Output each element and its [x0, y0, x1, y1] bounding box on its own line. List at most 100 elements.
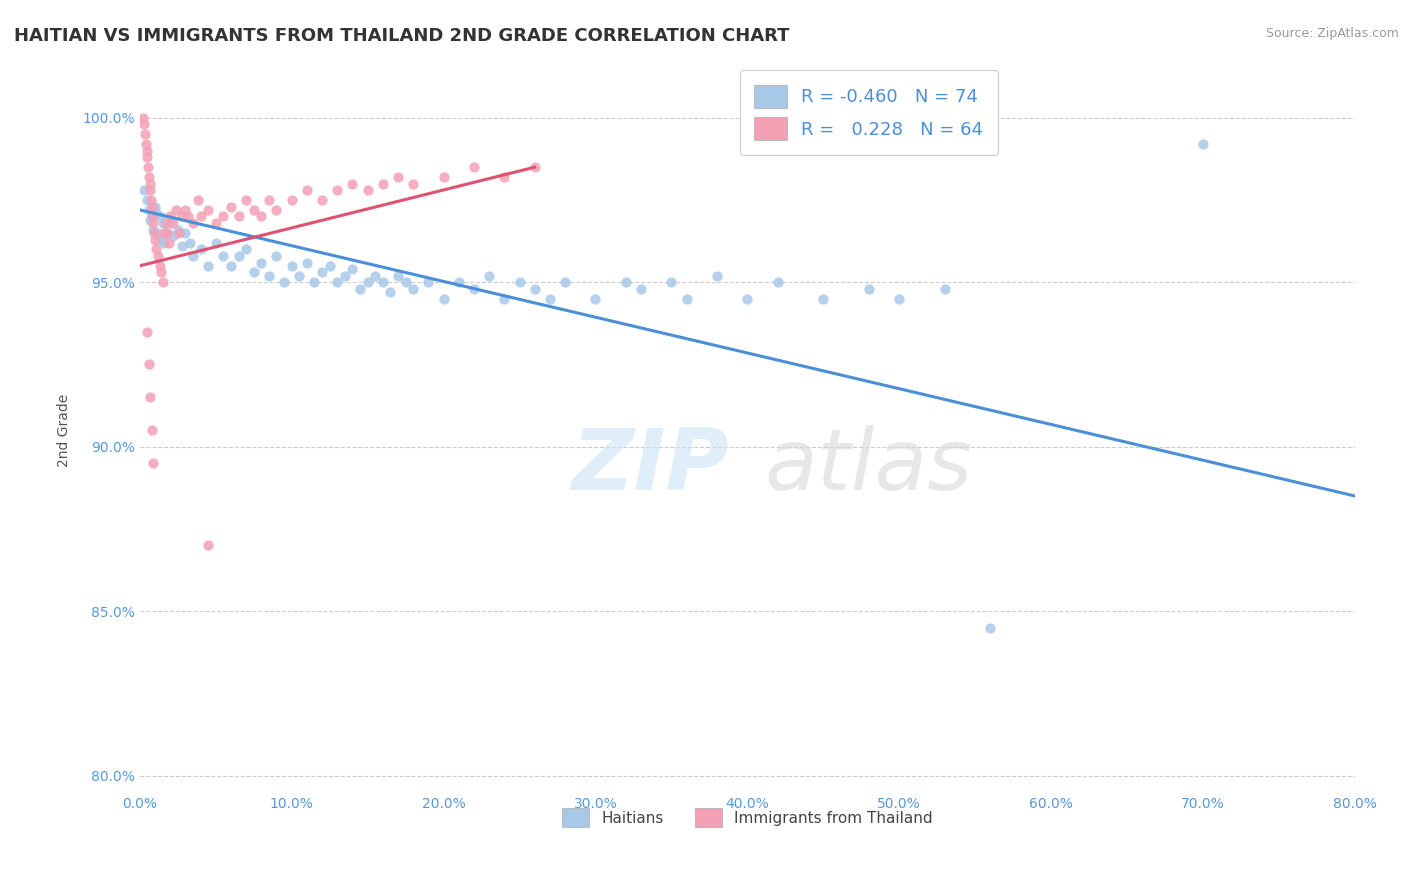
Point: [813, 292, 835, 306]
Point: [181, 249, 204, 263]
Point: [139, 212, 162, 227]
Point: [228, 210, 250, 224]
Point: [165, 202, 187, 217]
Point: [318, 259, 340, 273]
Point: [356, 183, 378, 197]
Point: [766, 275, 789, 289]
Point: [219, 200, 242, 214]
Point: [342, 177, 364, 191]
Legend: Haitians, Immigrants from Thailand: Haitians, Immigrants from Thailand: [554, 800, 941, 835]
Point: [349, 282, 371, 296]
Point: [145, 243, 167, 257]
Point: [155, 216, 177, 230]
Point: [447, 275, 470, 289]
Point: [159, 216, 181, 230]
Point: [156, 226, 179, 240]
Point: [402, 282, 425, 296]
Point: [134, 128, 156, 142]
Point: [153, 235, 176, 250]
Point: [380, 285, 402, 299]
Point: [356, 275, 378, 289]
Point: [145, 206, 167, 220]
Point: [134, 117, 156, 131]
Point: [242, 265, 264, 279]
Point: [143, 200, 166, 214]
Point: [179, 235, 201, 250]
Point: [242, 202, 264, 217]
Point: [141, 210, 163, 224]
Point: [979, 621, 1001, 635]
Point: [148, 259, 170, 273]
Point: [138, 169, 160, 184]
Point: [162, 229, 184, 244]
Point: [212, 210, 235, 224]
Point: [266, 202, 288, 217]
Point: [143, 226, 166, 240]
Point: [172, 239, 194, 253]
Point: [257, 193, 280, 207]
Point: [614, 275, 637, 289]
Point: [235, 243, 257, 257]
Point: [142, 456, 165, 470]
Point: [181, 216, 204, 230]
Point: [136, 325, 159, 339]
Point: [280, 193, 302, 207]
Point: [706, 268, 728, 283]
Text: Source: ZipAtlas.com: Source: ZipAtlas.com: [1265, 27, 1399, 40]
Text: ZIP: ZIP: [571, 425, 728, 508]
Point: [162, 216, 184, 230]
Point: [432, 292, 454, 306]
Point: [174, 202, 197, 217]
Point: [494, 292, 516, 306]
Point: [136, 150, 159, 164]
Point: [139, 183, 162, 197]
Point: [280, 259, 302, 273]
Point: [190, 243, 212, 257]
Point: [139, 390, 162, 404]
Point: [371, 177, 394, 191]
Point: [134, 183, 156, 197]
Point: [136, 160, 159, 174]
Point: [585, 292, 607, 306]
Point: [141, 193, 163, 207]
Point: [554, 275, 576, 289]
Point: [371, 275, 394, 289]
Point: [135, 137, 157, 152]
Point: [150, 233, 173, 247]
Point: [250, 210, 273, 224]
Y-axis label: 2nd Grade: 2nd Grade: [58, 393, 72, 467]
Point: [342, 262, 364, 277]
Point: [172, 210, 194, 224]
Point: [418, 275, 440, 289]
Point: [432, 169, 454, 184]
Point: [197, 202, 219, 217]
Point: [143, 233, 166, 247]
Point: [364, 268, 387, 283]
Point: [152, 216, 174, 230]
Point: [186, 193, 208, 207]
Point: [266, 249, 288, 263]
Point: [295, 255, 318, 269]
Point: [138, 202, 160, 217]
Text: HAITIAN VS IMMIGRANTS FROM THAILAND 2ND GRADE CORRELATION CHART: HAITIAN VS IMMIGRANTS FROM THAILAND 2ND …: [14, 27, 790, 45]
Point: [661, 275, 683, 289]
Point: [152, 275, 174, 289]
Point: [394, 275, 416, 289]
Point: [197, 538, 219, 552]
Point: [326, 275, 349, 289]
Point: [159, 210, 181, 224]
Point: [177, 210, 200, 224]
Point: [250, 255, 273, 269]
Point: [228, 249, 250, 263]
Point: [858, 282, 880, 296]
Point: [150, 265, 173, 279]
Point: [132, 111, 155, 125]
Point: [146, 249, 169, 263]
Point: [169, 226, 191, 240]
Point: [538, 292, 561, 306]
Point: [174, 226, 197, 240]
Point: [934, 282, 956, 296]
Point: [509, 275, 531, 289]
Text: atlas: atlas: [765, 425, 973, 508]
Point: [153, 226, 176, 240]
